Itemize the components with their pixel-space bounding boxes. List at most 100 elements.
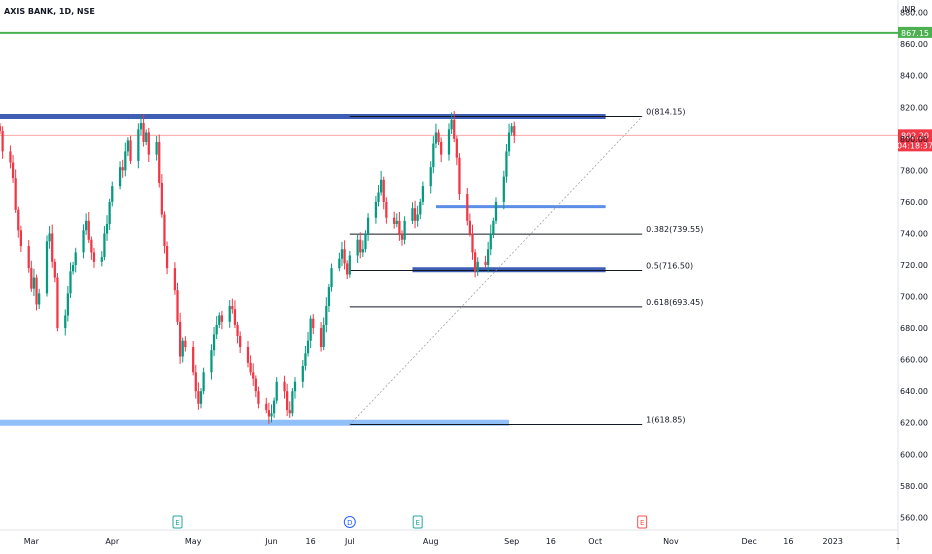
candle-body [252, 372, 255, 379]
candle-body [440, 141, 443, 155]
candle-body [103, 233, 106, 258]
currency-label: INR [902, 5, 916, 14]
earnings-event-icon[interactable] [412, 515, 423, 529]
candle-body [416, 214, 419, 221]
dividend-event-icon[interactable] [343, 516, 356, 528]
candle-body [51, 233, 54, 262]
zone-band [412, 267, 606, 273]
candle-body [64, 315, 67, 329]
candle-body [403, 220, 406, 240]
candle-body [398, 220, 401, 234]
candle-body [129, 140, 132, 161]
candle-body [267, 410, 271, 417]
candle-body [163, 214, 166, 247]
event-marker-letter: D [347, 519, 352, 527]
candle-body [218, 315, 221, 325]
candle-body [137, 129, 140, 161]
candle-body [343, 249, 346, 264]
candle-body [385, 201, 388, 218]
candle-body [265, 403, 268, 411]
candle-body [181, 340, 184, 357]
event-marker-letter: E [415, 519, 419, 527]
chart-title: AXIS BANK, 1D, NSE [4, 7, 95, 16]
price-tick-label: 700.00 [900, 293, 928, 302]
price-tick-label: 740.00 [900, 229, 928, 238]
candle-body [325, 306, 328, 325]
candle-body [231, 306, 234, 310]
fib-level-label: 0.5(716.50) [646, 262, 693, 271]
price-tick-label: 780.00 [900, 166, 928, 175]
candle-body [327, 287, 331, 307]
candle-body [100, 257, 103, 262]
candle-body [288, 410, 291, 414]
candle-body [165, 246, 169, 269]
price-tick-label: 720.00 [900, 261, 928, 270]
time-tick-label: Oct [588, 537, 602, 546]
candle-body [466, 194, 469, 221]
candle-body [421, 186, 425, 202]
countdown-label: 04:18:37 [897, 141, 932, 150]
candle-body [32, 277, 36, 289]
candle-body [246, 347, 250, 363]
candle-body [194, 372, 197, 392]
candle-body [330, 268, 333, 288]
candle-body [364, 233, 367, 250]
candle-body [87, 220, 90, 240]
price-tick-label: 800.00 [900, 135, 928, 144]
price-tick-label: 600.00 [900, 450, 928, 459]
earnings-event-icon[interactable] [637, 515, 648, 529]
candle-body [92, 252, 96, 262]
time-tick-label: Apr [105, 537, 120, 546]
candle-body [108, 201, 111, 224]
candle-body [239, 335, 242, 348]
candle-body [413, 208, 417, 221]
candle-body [484, 261, 487, 265]
candle-body [82, 230, 85, 253]
candle-body [14, 178, 17, 210]
candle-body [432, 143, 435, 168]
candle-body [121, 167, 124, 171]
candle-body [359, 239, 362, 253]
price-tick-label: 760.00 [900, 198, 928, 207]
fib-level-label: 0(814.15) [646, 107, 685, 116]
candle-body [286, 391, 289, 411]
price-tick-label: 620.00 [900, 419, 928, 428]
candle-body [233, 309, 237, 325]
candle-body [492, 220, 495, 234]
candle-body [340, 249, 344, 259]
candle-body [53, 261, 56, 278]
fib-level-label: 1(618.85) [646, 416, 685, 425]
time-tick-label: 2023 [823, 537, 843, 546]
candle-body [476, 261, 479, 272]
candle-body [458, 157, 461, 195]
candle-body [74, 252, 77, 265]
candle-body [220, 315, 224, 322]
candle-body [17, 209, 20, 231]
candle-body [142, 123, 145, 142]
candle-body [356, 239, 359, 256]
candle-body [173, 268, 177, 291]
candle-body [379, 179, 383, 193]
time-tick-label: 1 [895, 537, 900, 546]
candle-body [197, 391, 200, 404]
earnings-event-icon[interactable] [172, 515, 183, 529]
fib-level-label: 0.382(739.55) [646, 225, 703, 234]
candle-body [30, 268, 33, 289]
candle-body [453, 119, 456, 139]
candle-body [105, 223, 109, 234]
candle-body [312, 318, 315, 329]
candle-body [382, 179, 385, 202]
price-tick-label: 580.00 [900, 482, 928, 491]
event-marker-letter: E [640, 519, 644, 527]
candle-body [419, 201, 422, 215]
candle-body [85, 220, 88, 231]
candle-body [11, 162, 15, 179]
candle-body [377, 192, 380, 202]
candle-body [124, 151, 127, 171]
time-tick-label: 16 [783, 537, 793, 546]
candle-body [338, 258, 341, 269]
candle-body [145, 132, 148, 142]
price-tick-label: 820.00 [900, 103, 928, 112]
